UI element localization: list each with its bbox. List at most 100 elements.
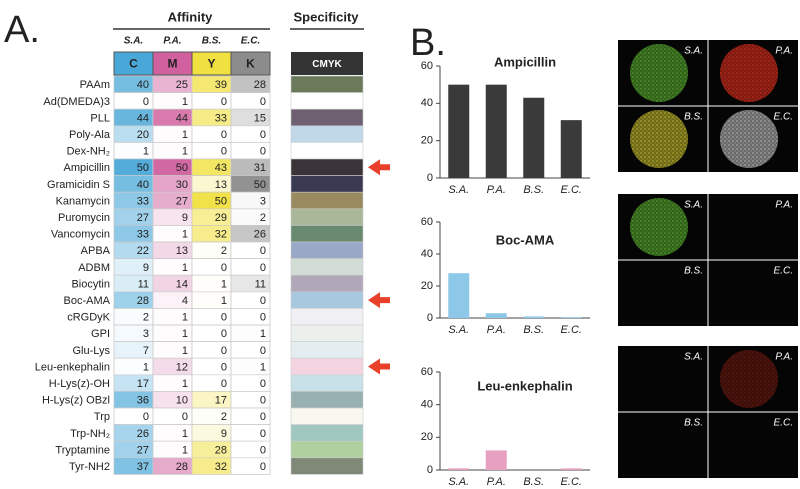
micrograph-label: P.A. <box>775 200 793 211</box>
row-label: H-Lys(z)-OH <box>49 378 110 390</box>
x-tick-label: B.S. <box>523 476 544 488</box>
cell-value: 0 <box>143 411 149 423</box>
cell-value: 25 <box>176 79 188 91</box>
cell-value: 0 <box>260 245 266 257</box>
specificity-swatch <box>290 457 364 475</box>
bar <box>523 316 545 318</box>
chart-title: Boc-AMA <box>496 232 555 247</box>
cell-value: 0 <box>260 96 266 108</box>
row-label: cRGDyK <box>67 312 110 324</box>
cell-value: 0 <box>260 345 266 357</box>
cell-value: 1 <box>221 278 227 290</box>
specificity-swatch <box>290 92 364 110</box>
cell-value: 33 <box>137 229 149 241</box>
y-tick-label: 60 <box>421 60 433 72</box>
cell-value: 0 <box>260 129 266 141</box>
micrograph-label: B.S. <box>684 418 703 429</box>
cell-value: 27 <box>137 212 149 224</box>
cell-value: 27 <box>176 195 188 207</box>
cell-value: 36 <box>137 395 149 407</box>
cell-value: 3 <box>260 195 266 207</box>
cell-value: 0 <box>260 461 266 473</box>
cell-value: 3 <box>143 328 149 340</box>
cell-value: 26 <box>254 229 266 241</box>
row-label: H-Lys(z) OBzl <box>42 395 110 407</box>
micrograph-label: E.C. <box>774 266 793 277</box>
specificity-swatch <box>290 241 364 259</box>
arrow <box>368 159 390 176</box>
cell-value: 1 <box>143 361 149 373</box>
channel-header <box>230 51 271 76</box>
cell-value: 1 <box>143 146 149 158</box>
row-label: Puromycin <box>58 212 110 224</box>
cell-value: 0 <box>221 262 227 274</box>
cell-value: 0 <box>221 96 227 108</box>
cell-texture <box>720 110 778 168</box>
bar <box>485 84 507 178</box>
x-tick-label: S.A. <box>448 476 469 488</box>
organism-label: S.A. <box>124 36 143 47</box>
specificity-swatch <box>290 75 364 93</box>
bar <box>448 84 470 178</box>
x-tick-label: S.A. <box>448 324 469 336</box>
affinity-title: Affinity <box>168 9 214 24</box>
row-label: GPI <box>91 328 110 340</box>
row-label: Leu-enkephalin <box>35 361 110 373</box>
specificity-swatch <box>290 308 364 326</box>
cell-value: 4 <box>182 295 188 307</box>
channel-label: C <box>129 57 138 71</box>
cell-value: 31 <box>254 162 266 174</box>
y-tick-label: 0 <box>427 172 433 184</box>
cell-value: 50 <box>215 195 227 207</box>
cell-value: 37 <box>137 461 149 473</box>
cell-value: 26 <box>137 428 149 440</box>
specificity-swatch <box>290 357 364 376</box>
cell-texture <box>630 110 688 168</box>
micrograph-label: E.C. <box>774 418 793 429</box>
cell-value: 0 <box>182 411 188 423</box>
bar <box>523 97 545 178</box>
cell-value: 9 <box>143 262 149 274</box>
micrograph-label: S.A. <box>684 200 703 211</box>
y-tick-label: 40 <box>421 399 433 411</box>
specificity-swatch <box>290 158 364 176</box>
row-label: PAAm <box>80 79 110 91</box>
cell-value: 1 <box>182 444 188 456</box>
cell-value: 9 <box>182 212 188 224</box>
x-tick-label: B.S. <box>523 324 544 336</box>
x-tick-label: P.A. <box>487 184 506 196</box>
cell-value: 43 <box>215 162 227 174</box>
organism-label: B.S. <box>202 36 221 47</box>
cell-value: 17 <box>137 378 149 390</box>
cell-value: 1 <box>260 361 266 373</box>
cell-value: 1 <box>182 229 188 241</box>
cell <box>230 457 271 475</box>
cell-value: 0 <box>260 378 266 390</box>
cell-value: 44 <box>176 112 188 124</box>
row-label: ADBM <box>78 262 110 274</box>
row-label: Boc-AMA <box>64 295 111 307</box>
micrograph-label: P.A. <box>775 46 793 57</box>
cell-value: 2 <box>221 245 227 257</box>
specificity-swatch <box>290 175 364 193</box>
cell-value: 0 <box>260 395 266 407</box>
cell-value: 1 <box>182 262 188 274</box>
specificity-swatch <box>290 407 364 425</box>
row-label: Dex-NH₂ <box>67 146 110 158</box>
cell-value: 44 <box>137 112 149 124</box>
cell-value: 10 <box>176 395 188 407</box>
specificity-swatch <box>290 258 364 276</box>
cell-value: 0 <box>260 146 266 158</box>
cell-value: 0 <box>221 361 227 373</box>
cell-value: 2 <box>143 312 149 324</box>
cell-value: 15 <box>254 112 266 124</box>
specificity-swatch <box>290 142 364 160</box>
cell-value: 2 <box>260 212 266 224</box>
organism-label: E.C. <box>241 36 260 47</box>
cell-texture <box>630 44 688 102</box>
specificity-swatch <box>290 424 364 442</box>
cell-value: 28 <box>137 295 149 307</box>
x-tick-label: S.A. <box>448 184 469 196</box>
y-tick-label: 40 <box>421 248 433 260</box>
specificity-swatch <box>290 391 364 409</box>
